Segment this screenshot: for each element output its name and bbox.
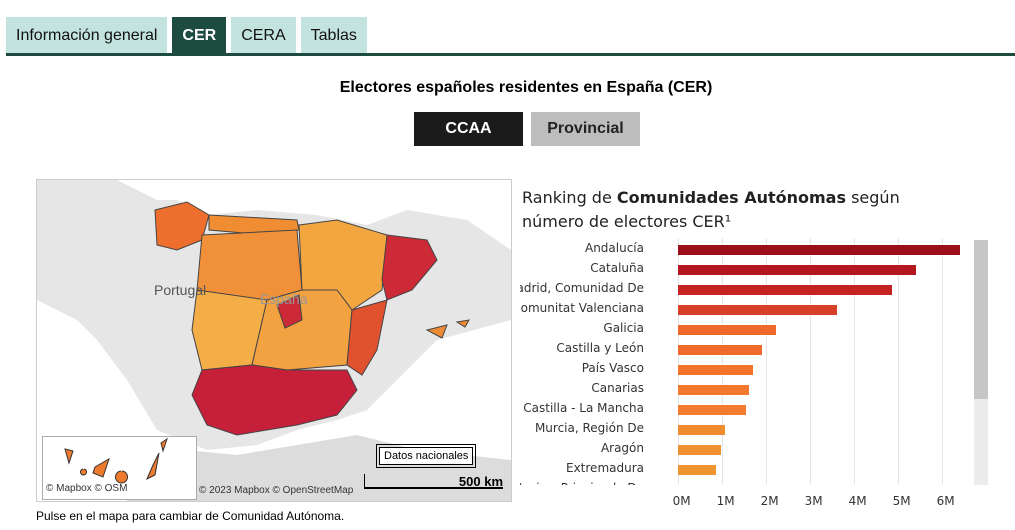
bar[interactable] [678, 345, 763, 355]
map-scale: 500 km [364, 474, 503, 489]
ccaa-button[interactable]: CCAA [414, 112, 523, 146]
category-label: Cataluña [590, 261, 644, 275]
tab-tablas[interactable]: Tablas [300, 17, 367, 54]
x-tick-label: 2M [760, 494, 779, 508]
chart-title: Ranking de Comunidades Autónomas según n… [522, 186, 962, 234]
gridline [810, 238, 811, 485]
bar[interactable] [678, 465, 716, 475]
category-label: Comunitat Valenciana [520, 301, 644, 315]
region-andalucia [191, 364, 358, 436]
gridline [722, 238, 723, 485]
category-label: Aragón [600, 441, 644, 455]
map-hint: Pulse en el mapa para cambiar de Comunid… [36, 509, 345, 523]
x-tick-label: 4M [848, 494, 867, 508]
chart-scrollbar[interactable] [974, 240, 988, 485]
category-label: Asturias, Principado De [520, 481, 644, 485]
category-label: Castilla - La Mancha [523, 401, 644, 415]
tab-cera[interactable]: CERA [231, 17, 296, 54]
category-label: Extremadura [566, 461, 644, 475]
bar[interactable] [678, 425, 725, 435]
region-cataluna [381, 234, 438, 301]
category-label: Galicia [603, 321, 644, 335]
category-label: Andalucía [584, 241, 644, 255]
x-tick-label: 6M [936, 494, 955, 508]
category-label: Castilla y León [556, 341, 644, 355]
bar[interactable] [678, 325, 776, 335]
x-tick-label: 5M [892, 494, 911, 508]
bars-area: Andalucía Cataluña Madrid, Comunidad De Com… [520, 238, 974, 485]
tab-divider [6, 53, 1015, 56]
tab-bar: Información general CER CERA Tablas [6, 17, 367, 54]
chart-title-post: según número de electores CER¹ [522, 188, 900, 231]
bar[interactable] [678, 245, 961, 255]
bar[interactable] [678, 405, 746, 415]
portugal-label: Portugal [154, 282, 207, 298]
region-valenciana [346, 299, 388, 376]
chart-title-pre: Ranking de [522, 188, 617, 207]
category-label: País Vasco [581, 361, 644, 375]
gridline [678, 238, 679, 485]
tab-informaci-n-general[interactable]: Información general [6, 17, 168, 54]
ranking-chart: 0M 1M 2M 3M 4M 5M 6M Andalucía Cataluña Madrid, C… [520, 238, 1000, 528]
bar[interactable] [678, 365, 753, 375]
gridline [854, 238, 855, 485]
bar[interactable] [678, 385, 749, 395]
spain-map[interactable]: Portugal España © Mapbox © OSM © 2023 Ma… [36, 179, 512, 502]
gridline [766, 238, 767, 485]
inset-attribution: © Mapbox © OSM [46, 483, 128, 494]
x-tick-label: 0M [672, 494, 691, 508]
chart-title-bold: Comunidades Autónomas [616, 188, 846, 207]
page-title: Electores españoles residentes en España… [339, 79, 713, 96]
x-tick-label: 3M [804, 494, 823, 508]
region-madrid [276, 294, 303, 329]
espana-label: España [260, 291, 308, 307]
canarias-inset[interactable]: © Mapbox © OSM [42, 436, 197, 500]
x-tick-label: 1M [716, 494, 735, 508]
region-baleares [425, 319, 470, 339]
provincial-button[interactable]: Provincial [531, 112, 640, 146]
gridline [898, 238, 899, 485]
bar[interactable] [678, 265, 917, 275]
national-data-button[interactable]: Datos nacionales [375, 444, 477, 468]
scrollbar-thumb[interactable] [974, 240, 988, 399]
bar[interactable] [678, 285, 892, 295]
gridline [942, 238, 943, 485]
bar[interactable] [678, 445, 721, 455]
map-attribution: © 2023 Mapbox © OpenStreetMap [199, 485, 354, 496]
tab-cer[interactable]: CER [172, 17, 227, 54]
bar[interactable] [678, 305, 837, 315]
category-label: Murcia, Región De [534, 421, 644, 435]
canarias-map[interactable] [43, 437, 196, 499]
category-label: Canarias [591, 381, 644, 395]
category-label: Madrid, Comunidad De [520, 281, 644, 295]
